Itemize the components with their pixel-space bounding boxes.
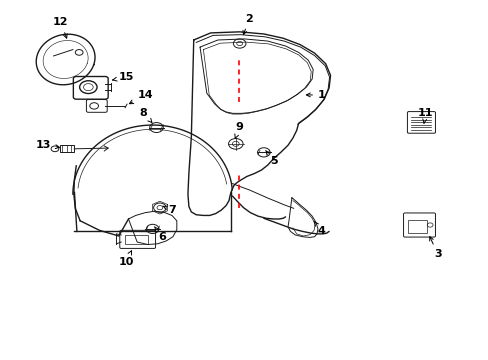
Text: 9: 9 <box>234 122 243 138</box>
Text: 13: 13 <box>36 140 59 149</box>
Text: 12: 12 <box>53 17 68 38</box>
Text: 1: 1 <box>306 90 325 100</box>
Text: 14: 14 <box>129 90 153 104</box>
Text: 6: 6 <box>154 227 166 242</box>
Text: 4: 4 <box>313 221 325 237</box>
Bar <box>60 145 74 152</box>
Text: 7: 7 <box>163 205 176 215</box>
Text: 10: 10 <box>118 251 134 266</box>
Text: 5: 5 <box>265 150 277 166</box>
Text: 3: 3 <box>429 237 441 260</box>
Text: 11: 11 <box>417 108 433 123</box>
Text: 2: 2 <box>243 14 253 35</box>
Text: 8: 8 <box>139 108 152 122</box>
Text: 15: 15 <box>112 72 134 82</box>
Bar <box>125 235 148 244</box>
Bar <box>407 220 427 233</box>
